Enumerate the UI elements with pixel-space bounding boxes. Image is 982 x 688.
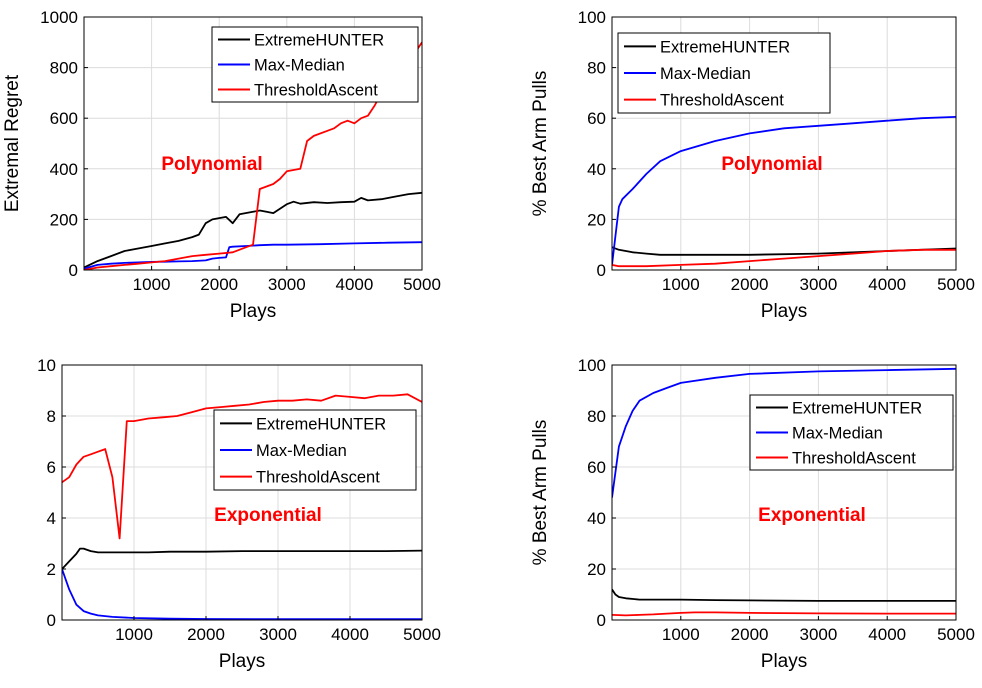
y-tick-label: 60 bbox=[587, 458, 606, 477]
annotation-label: Exponential bbox=[214, 505, 322, 526]
y-tick-label: 0 bbox=[47, 611, 56, 630]
x-axis-label: Plays bbox=[761, 651, 807, 672]
annotation-label: Polynomial bbox=[721, 154, 822, 175]
y-tick-label: 6 bbox=[47, 458, 56, 477]
y-tick-label: 60 bbox=[587, 109, 606, 128]
series-group bbox=[612, 116, 956, 268]
y-tick-label: 20 bbox=[587, 210, 606, 229]
axes-box bbox=[611, 16, 957, 271]
y-axis-label: % Best Arm Pulls bbox=[530, 71, 551, 217]
y-tick-label: 200 bbox=[50, 210, 78, 229]
x-tick-label: 2000 bbox=[200, 275, 238, 294]
legend-label: ExtremeHUNTER bbox=[660, 38, 790, 56]
y-tick-label: 10 bbox=[37, 356, 56, 375]
legend: ExtremeHUNTER Max-Median ThresholdAscent bbox=[617, 32, 831, 114]
x-tick-label: 3000 bbox=[259, 625, 297, 644]
series-line-extremehunter bbox=[84, 191, 422, 269]
series-line-extremehunter bbox=[62, 547, 422, 570]
legend-label: Max-Median bbox=[792, 425, 883, 443]
x-tick-label: 3000 bbox=[268, 275, 306, 294]
x-axis-label: Plays bbox=[219, 651, 265, 672]
legend-label: ThresholdAscent bbox=[792, 450, 916, 468]
x-axis-label: Plays bbox=[230, 301, 276, 322]
annotation-label: Exponential bbox=[758, 505, 866, 526]
y-tick-label: 40 bbox=[587, 509, 606, 528]
chart-panel-4: 1000 2000 3000 4000 5000 0 20 40 60 80 100 Plays % B… bbox=[530, 356, 975, 672]
y-tick-label: 20 bbox=[587, 560, 606, 579]
x-tick-label: 1000 bbox=[662, 625, 700, 644]
legend-label: ThresholdAscent bbox=[256, 469, 380, 487]
y-tick-label: 80 bbox=[587, 407, 606, 426]
y-tick-label: 2 bbox=[47, 560, 56, 579]
annotation-label: Polynomial bbox=[161, 154, 262, 175]
x-tick-label: 5000 bbox=[403, 625, 441, 644]
y-tick-label: 800 bbox=[50, 59, 78, 78]
legend-label: ExtremeHUNTER bbox=[792, 400, 922, 418]
legend-label: ExtremeHUNTER bbox=[254, 32, 384, 50]
legend-label: ThresholdAscent bbox=[660, 92, 784, 110]
y-axis-label: Extremal Regret bbox=[2, 74, 23, 212]
x-tick-label: 3000 bbox=[799, 275, 837, 294]
y-tick-label: 400 bbox=[50, 160, 78, 179]
chart-panel-2: 1000 2000 3000 4000 5000 0 20 40 60 80 100 Plays % B… bbox=[530, 8, 975, 322]
x-tick-label: 5000 bbox=[403, 275, 441, 294]
chart-panel-3: 1000 2000 3000 4000 5000 0 2 4 6 8 10 Plays Extremal… bbox=[0, 356, 441, 672]
legend-label: Max-Median bbox=[256, 442, 347, 460]
y-tick-label: 100 bbox=[578, 356, 606, 375]
x-tick-label: 2000 bbox=[731, 275, 769, 294]
series-line-max-median bbox=[612, 367, 956, 498]
series-line-max-median bbox=[612, 116, 956, 266]
axes-box bbox=[611, 364, 957, 621]
y-tick-label: 4 bbox=[47, 509, 56, 528]
x-tick-label: 3000 bbox=[799, 625, 837, 644]
plot-area bbox=[62, 365, 422, 620]
series-line-thresholdascent bbox=[612, 611, 956, 617]
legend-label: Max-Median bbox=[254, 57, 345, 75]
y-tick-label: 0 bbox=[597, 611, 606, 630]
series-line-thresholdascent bbox=[62, 393, 422, 540]
x-tick-label: 1000 bbox=[662, 275, 700, 294]
x-tick-label: 1000 bbox=[115, 625, 153, 644]
y-tick-label: 8 bbox=[47, 407, 56, 426]
series-group bbox=[84, 41, 422, 270]
x-tick-label: 2000 bbox=[731, 625, 769, 644]
y-tick-label: 100 bbox=[578, 8, 606, 27]
y-tick-label: 1000 bbox=[40, 8, 78, 27]
legend-label: ThresholdAscent bbox=[254, 82, 378, 100]
series-line-max-median bbox=[84, 241, 422, 270]
x-tick-label: 4000 bbox=[331, 625, 369, 644]
axes-box bbox=[83, 16, 423, 271]
y-tick-label: 40 bbox=[587, 160, 606, 179]
x-tick-label: 5000 bbox=[937, 625, 975, 644]
series-line-extremehunter bbox=[612, 246, 956, 256]
y-axis-label: % Best Arm Pulls bbox=[530, 420, 551, 566]
x-tick-label: 1000 bbox=[133, 275, 171, 294]
legend-label: Max-Median bbox=[660, 65, 751, 83]
y-tick-label: 80 bbox=[587, 59, 606, 78]
series-line-thresholdascent bbox=[84, 41, 422, 270]
x-tick-label: 5000 bbox=[937, 275, 975, 294]
y-tick-label: 0 bbox=[597, 261, 606, 280]
series-line-thresholdascent bbox=[612, 248, 956, 268]
x-tick-label: 4000 bbox=[868, 275, 906, 294]
y-tick-label: 0 bbox=[69, 261, 78, 280]
legend: ExtremeHUNTER Max-Median ThresholdAscent bbox=[213, 409, 417, 491]
x-tick-label: 2000 bbox=[187, 625, 225, 644]
legend: ExtremeHUNTER Max-Median ThresholdAscent bbox=[211, 26, 419, 103]
legend-label: ExtremeHUNTER bbox=[256, 415, 386, 433]
x-tick-label: 4000 bbox=[335, 275, 373, 294]
legend: ExtremeHUNTER Max-Median ThresholdAscent bbox=[749, 394, 954, 471]
chart-panel-1: 1000 2000 3000 4000 5000 0 200 400 600 800 1000 Pla… bbox=[2, 8, 441, 322]
series-line-extremehunter bbox=[612, 588, 956, 602]
series-group bbox=[612, 367, 956, 617]
x-tick-label: 4000 bbox=[868, 625, 906, 644]
x-axis-label: Plays bbox=[761, 301, 807, 322]
y-tick-label: 600 bbox=[50, 109, 78, 128]
axes-box bbox=[61, 364, 423, 621]
y-axis-label: Extremal Regret bbox=[0, 423, 1, 561]
